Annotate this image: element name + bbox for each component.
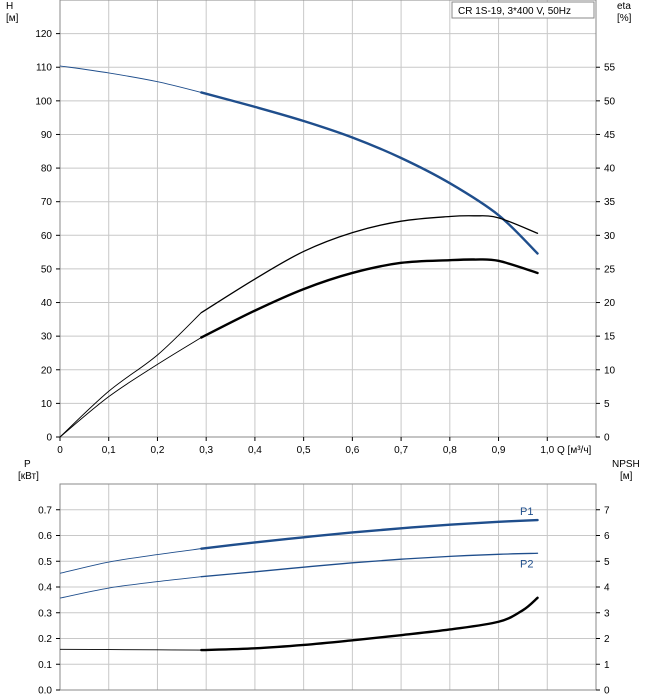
x-tick-label: 0,1 [102,445,116,456]
left-axis-unit-power: [кВт] [18,471,39,482]
left-tick-label: 90 [41,130,53,141]
left-tick-label: 0.7 [38,505,52,516]
right-tick-label: 15 [604,332,616,343]
series-line-bold [200,518,539,550]
left-tick-label: 0.1 [38,660,52,671]
right-tick-label: 5 [604,557,610,568]
x-tick-label: 0,8 [443,445,457,456]
right-axis-unit-npsh: [м] [620,471,633,482]
right-tick-label: 4 [604,583,610,594]
bottom-grid [59,483,597,691]
series-name-label: P1 [520,506,533,518]
x-tick-label: 0,7 [394,445,408,456]
top-axes: 0 10 20 30 40 50 60 70 80 90 100 110 120 0 5 10 15 20 25 30… [35,29,615,456]
x-tick-label: 0,3 [199,445,213,456]
x-tick-label: 0 [57,445,63,456]
bottom-axes: 0.0 0.1 0.2 0.3 0.4 0.5 0.6 0.7 0 1 2 3 4 5 6 7 [38,505,610,696]
top-grid [59,0,597,438]
left-tick-label: 0.6 [38,531,52,542]
left-tick-label: 70 [41,197,53,208]
series-line-bold [200,215,539,314]
left-tick-label: 0.0 [38,686,52,697]
right-tick-label: 10 [604,365,616,376]
right-tick-label: 3 [604,608,610,619]
right-tick-label: 25 [604,264,616,275]
right-tick-label: 50 [604,96,616,107]
series-line-bold [200,552,539,578]
series-line-thin [59,648,202,651]
left-tick-label: 0.2 [38,634,52,645]
left-axis-label-head: H [6,1,13,12]
series-line-bold [200,258,539,339]
left-tick-label: 10 [41,399,53,410]
series-line-bold [200,91,539,255]
left-tick-label: 80 [41,164,53,175]
chart-title-box [451,1,595,19]
left-tick-label: 110 [36,63,52,74]
series-line-thin [59,312,202,438]
top-series-layer [59,65,539,438]
chart-title: CR 1S-19, 3*400 V, 50Hz [458,6,571,17]
right-tick-label: 0 [604,433,610,444]
left-tick-label: 50 [41,264,53,275]
series-line-thin [59,576,202,599]
right-tick-label: 20 [604,298,616,309]
right-tick-label: 5 [604,399,610,410]
left-tick-label: 40 [41,298,53,309]
series-line-bold [200,596,539,652]
left-axis-label-power: P [24,459,31,470]
x-tick-label: 0,6 [345,445,359,456]
right-tick-label: 40 [604,164,616,175]
right-tick-label: 45 [604,130,616,141]
series-name-label: P2 [520,558,533,570]
x-tick-label: 0,5 [297,445,311,456]
series-line-thin [59,65,202,93]
x-tick-label: 1,0 [540,445,554,456]
left-tick-label: 0.5 [38,557,52,568]
left-tick-label: 100 [35,96,52,107]
left-tick-label: 0.4 [38,583,52,594]
right-tick-label: 30 [604,231,616,242]
left-tick-label: 0 [46,433,52,444]
left-tick-label: 120 [35,29,52,40]
bottom-series-layer: P1 P2 [59,506,539,652]
x-tick-label: 0,9 [492,445,506,456]
right-tick-label: 2 [604,634,610,645]
left-tick-label: 0.3 [38,608,52,619]
series-line-thin [59,337,202,438]
right-tick-label: 55 [604,63,616,74]
plot-frame [59,0,597,438]
x-axis-label: Q [м³/ч] [557,445,592,456]
x-tick-label: 0,4 [248,445,262,456]
right-axis-label-npsh: NPSH [612,459,640,470]
left-tick-label: 30 [41,332,53,343]
left-axis-unit-head: [м] [6,13,19,24]
right-tick-label: 1 [604,660,610,671]
left-tick-label: 60 [41,231,53,242]
top-chart-panel: 0 10 20 30 40 50 60 70 80 90 100 110 120 0 5 10 15 20 25 30… [6,0,632,456]
right-tick-label: 35 [604,197,616,208]
right-tick-label: 7 [604,505,610,516]
right-axis-label-eta: eta [617,1,631,12]
series-line-thin [59,548,202,574]
left-tick-label: 20 [41,365,53,376]
right-tick-label: 0 [604,686,610,697]
x-tick-label: 0,2 [151,445,165,456]
right-axis-unit-eta: [%] [617,13,632,24]
right-tick-label: 6 [604,531,610,542]
